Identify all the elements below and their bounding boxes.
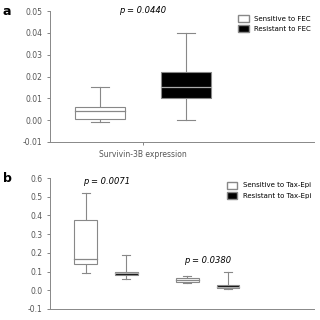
Legend: Sensitive to Tax-Epi, Resistant to Tax-Epi: Sensitive to Tax-Epi, Resistant to Tax-E…: [227, 181, 311, 199]
Bar: [161, 72, 211, 98]
Text: a: a: [3, 4, 11, 18]
Bar: [115, 272, 138, 275]
Text: p = 0.0380: p = 0.0380: [184, 256, 231, 265]
Bar: [75, 107, 125, 119]
Text: p = 0.0071: p = 0.0071: [83, 177, 130, 186]
Bar: [176, 278, 199, 282]
Text: p = 0.0440: p = 0.0440: [119, 6, 167, 15]
Text: b: b: [3, 172, 12, 185]
Bar: [217, 285, 239, 288]
Bar: [74, 220, 97, 264]
Legend: Sensitive to FEC, Resistant to FEC: Sensitive to FEC, Resistant to FEC: [238, 15, 311, 32]
